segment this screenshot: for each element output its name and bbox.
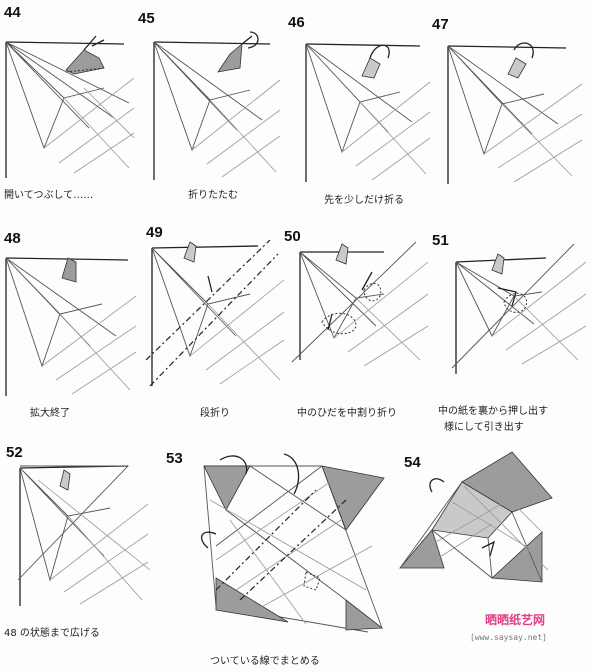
step-44-diagram bbox=[5, 35, 135, 178]
step-53-diagram bbox=[200, 453, 385, 633]
step-45-diagram bbox=[153, 31, 281, 180]
step-number: 44 bbox=[4, 4, 21, 21]
step-number: 51 bbox=[432, 232, 449, 249]
step-number: 49 bbox=[146, 224, 163, 241]
step-caption: 折りたたむ bbox=[188, 190, 238, 201]
step-caption-line2: 様にして引き出す bbox=[444, 422, 524, 433]
step-47-diagram bbox=[447, 42, 583, 184]
step-caption: 48 の状態まで広げる bbox=[4, 628, 100, 639]
step-caption: 先を少しだけ折る bbox=[324, 195, 404, 206]
step-caption: 中の紙を裏から押し出す bbox=[438, 406, 548, 417]
step-54-diagram bbox=[399, 451, 553, 583]
step-caption: 中のひだを中割り折り bbox=[297, 408, 397, 419]
step-46-diagram bbox=[305, 43, 431, 182]
step-number: 46 bbox=[288, 14, 305, 31]
step-52-diagram bbox=[17, 465, 151, 606]
step-number: 50 bbox=[284, 228, 301, 245]
step-number: 48 bbox=[4, 230, 21, 247]
step-caption: 拡大終了 bbox=[30, 408, 70, 419]
step-number: 47 bbox=[432, 16, 449, 33]
step-caption: ついている線でまとめる bbox=[210, 656, 320, 667]
step-48-diagram bbox=[5, 257, 137, 396]
step-number: 45 bbox=[138, 10, 155, 27]
step-caption: 開いてつぶして…… bbox=[4, 190, 94, 201]
step-49-diagram bbox=[145, 239, 285, 387]
step-51-diagram bbox=[451, 243, 587, 374]
watermark-url[interactable]: [www.saysay.net] bbox=[469, 633, 547, 642]
step-number: 54 bbox=[404, 454, 421, 471]
step-50-diagram bbox=[291, 241, 429, 367]
step-number: 52 bbox=[6, 444, 23, 461]
step-caption: 段折り bbox=[200, 408, 230, 419]
watermark-logo: 晒晒纸艺网 bbox=[484, 613, 545, 627]
step-number: 53 bbox=[166, 450, 183, 467]
